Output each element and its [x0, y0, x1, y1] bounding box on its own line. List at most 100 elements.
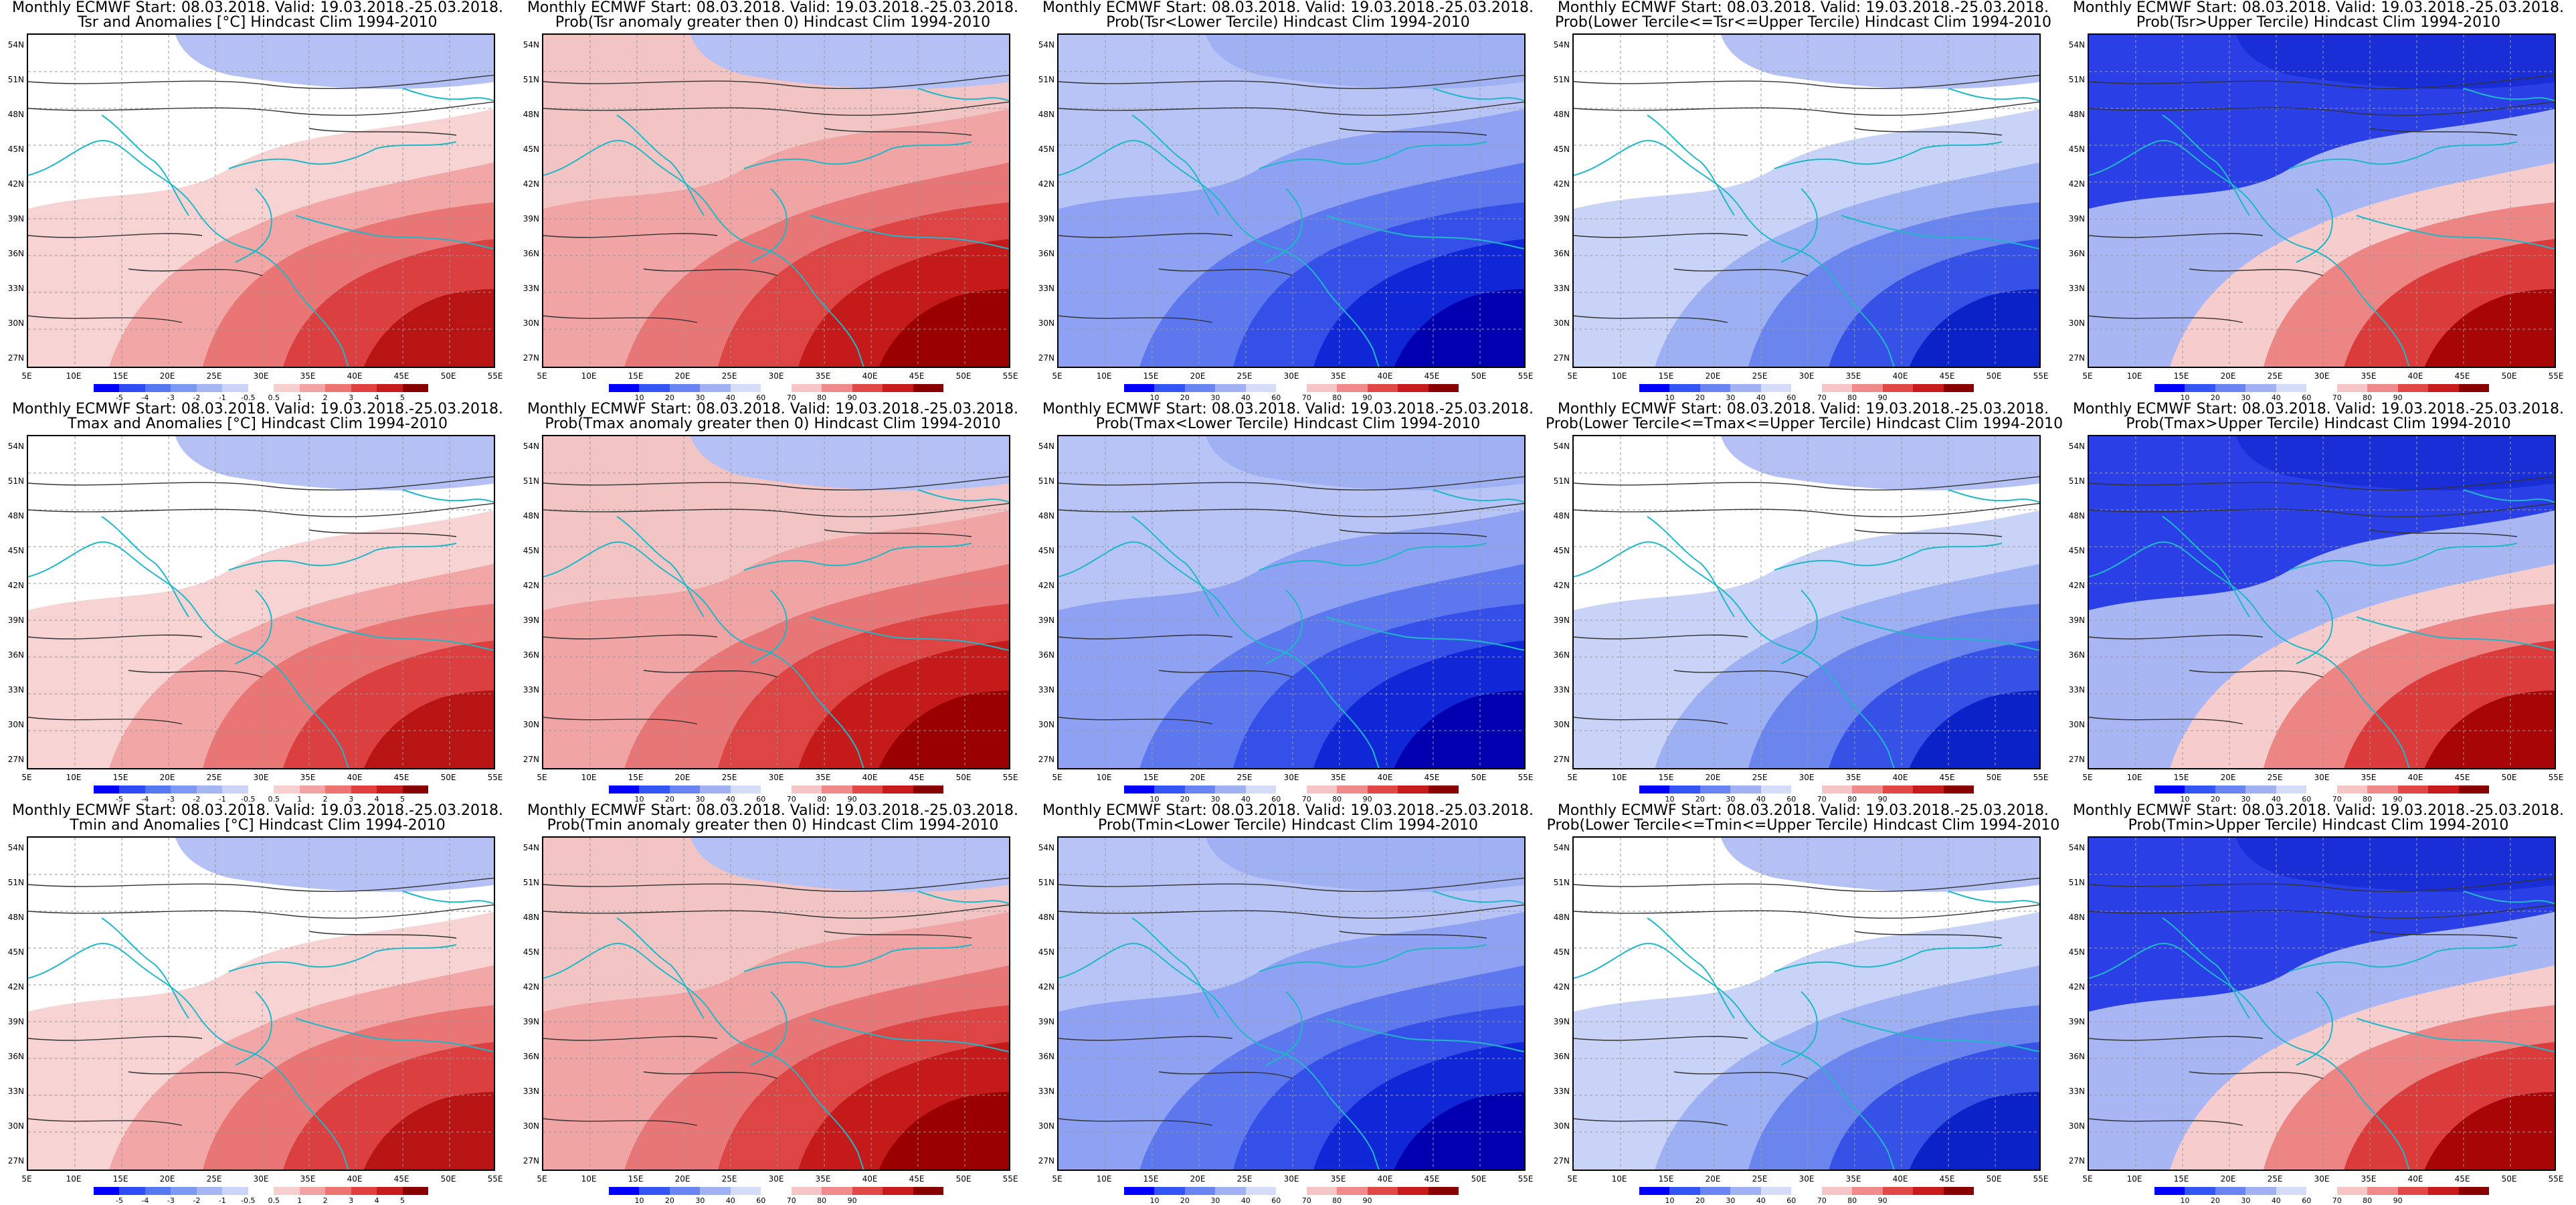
latitude-label: 33N [2068, 685, 2085, 694]
coastline [810, 1018, 1009, 1052]
latitude-label: 42N [1038, 581, 1054, 590]
colorbar-swatch [761, 384, 792, 392]
colorbar-swatch [1337, 785, 1368, 794]
coastline [750, 589, 788, 664]
colorbar-tick-label: -4 [141, 795, 149, 804]
panel-title-line1: Monthly ECMWF Start: 08.03.2018. Valid: … [2072, 401, 2565, 418]
isoline [28, 904, 494, 919]
longitude-label: 55E [1517, 1174, 1534, 1184]
colorbar-tick-label: 80 [2363, 795, 2373, 804]
colorbar-swatch [248, 1187, 274, 1195]
colorbar-swatch [2154, 384, 2185, 392]
longitude-label: 35E [2361, 1174, 2377, 1184]
colorbar-swatch [1154, 1187, 1186, 1195]
colorbar-swatch [2276, 384, 2307, 392]
colorbar-swatch [1699, 785, 1731, 794]
colorbar-swatch [1337, 1187, 1368, 1195]
latitude-label: 51N [2068, 878, 2085, 887]
isoline [28, 717, 183, 725]
colorbar-swatch [119, 1187, 146, 1195]
colorbar-swatch [2367, 785, 2399, 794]
latitude-label: 51N [523, 878, 539, 887]
longitude-label: 5E [21, 1174, 32, 1184]
colorbar-swatch [94, 1187, 120, 1195]
latitude-label: 39N [523, 616, 539, 625]
longitude-label: 5E [2082, 1174, 2093, 1184]
coastline [2356, 215, 2555, 250]
colorbar-tick-label: 40 [1756, 1196, 1766, 1205]
colorbar-swatch [1245, 1187, 1277, 1195]
colorbar-swatch [196, 1187, 223, 1195]
panel-title-line1: Monthly ECMWF Start: 08.03.2018. Valid: … [11, 802, 504, 819]
colorbar-swatch [852, 785, 883, 794]
latitude-label: 54N [523, 843, 539, 852]
colorbar-swatch [669, 1187, 701, 1195]
latitude-label: 36N [2068, 1052, 2085, 1061]
isoline [1574, 101, 2039, 116]
longitude-label: 30E [2314, 371, 2330, 381]
colorbar-swatch [2306, 785, 2338, 794]
map-svg [2089, 838, 2555, 1170]
coastline [1131, 516, 1220, 618]
colorbar-swatch [2276, 785, 2307, 794]
colorbar-swatch [2428, 785, 2460, 794]
panel-title-line1: Monthly ECMWF Start: 08.03.2018. Valid: … [1042, 0, 1534, 16]
colorbar-tick-label: -4 [141, 1196, 149, 1205]
latitude-label: 27N [1038, 353, 1054, 363]
coastline [1259, 141, 1487, 169]
colorbar-tick-label: 10 [1149, 1196, 1160, 1205]
colorbar-tick-label: 70 [1817, 795, 1827, 804]
colorbar-tick-label: 90 [2393, 1196, 2403, 1205]
isoline [643, 268, 778, 276]
longitude-label: 5E [2082, 773, 2093, 782]
colorbar-swatch [1730, 1187, 1762, 1195]
isoline [28, 502, 494, 518]
colorbar-swatch [791, 1187, 822, 1195]
colorbar-swatch [1882, 384, 1914, 392]
colorbar-swatch [325, 384, 352, 392]
colorbar-tick-label: 90 [1362, 1196, 1372, 1205]
colorbar-swatch [1306, 384, 1338, 392]
colorbar-tick-label: -5 [115, 795, 123, 804]
panel-title-line1: Monthly ECMWF Start: 08.03.2018. Valid: … [2072, 802, 2565, 819]
colorbar-tick-label: 60 [756, 393, 766, 402]
isoline [28, 101, 494, 116]
colorbar-swatch [913, 785, 944, 794]
longitude-label: 55E [2033, 1174, 2049, 1184]
map-frame [27, 435, 495, 769]
longitude-label: 30E [2314, 1174, 2330, 1184]
longitude-label: 10E [1611, 773, 1627, 782]
latitude-label: 33N [7, 1087, 24, 1096]
latitude-label: 39N [2068, 1017, 2085, 1026]
longitude-label: 5E [537, 773, 547, 782]
colorbar-swatch [1184, 1187, 1216, 1195]
coastline [235, 991, 272, 1066]
contour-fill-layer [879, 289, 1009, 367]
latitude-label: 36N [7, 650, 24, 660]
latitude-label: 30N [1038, 720, 1054, 729]
colorbar-swatch [1428, 785, 1459, 794]
coastline [101, 516, 189, 618]
colorbar-swatch [1760, 384, 1792, 392]
longitude-label: 40E [2407, 371, 2423, 381]
colorbar-swatch [171, 1187, 197, 1195]
coastline [235, 188, 272, 263]
longitude-label: 30E [1283, 1174, 1299, 1184]
colorbar-tick-label: 70 [786, 1196, 796, 1205]
map-frame [27, 33, 495, 368]
longitude-label: 55E [1002, 1174, 1018, 1184]
colorbar-tick-label: -2 [193, 393, 201, 402]
coastline [2289, 944, 2518, 972]
colorbar-tick-label: 70 [1301, 1196, 1311, 1205]
latitude-label: 51N [1038, 878, 1054, 887]
colorbar-swatch [1215, 384, 1247, 392]
colorbar-swatch [1154, 384, 1186, 392]
coastline [2296, 991, 2333, 1066]
colorbar-swatch [2185, 785, 2216, 794]
latitude-label: 33N [7, 685, 24, 694]
isoline [28, 74, 494, 90]
longitude-label: 25E [2267, 1174, 2283, 1184]
longitude-label: 20E [1705, 773, 1721, 782]
isoline [1574, 634, 1748, 640]
latitude-label: 33N [523, 284, 539, 293]
